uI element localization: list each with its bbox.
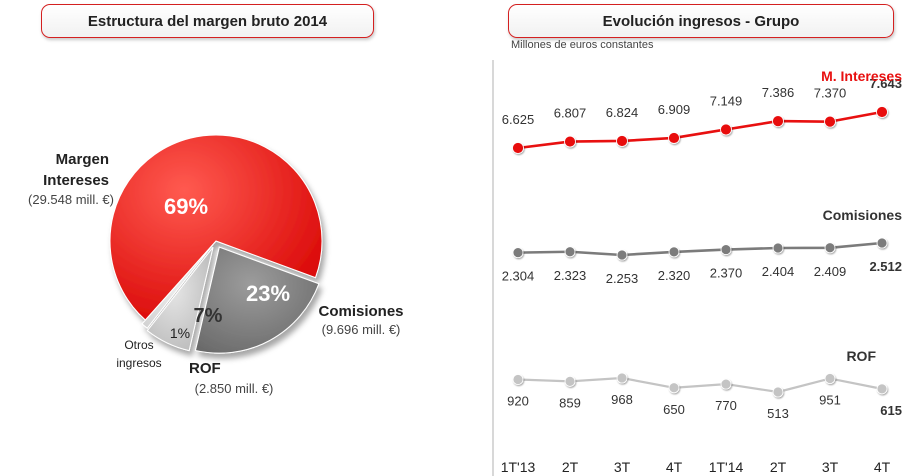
series-line — [517, 241, 883, 257]
pie-percent-label: 23% — [246, 281, 290, 306]
x-tick-label: 3T — [822, 459, 839, 475]
line-panel-title: Evolución ingresos - Grupo — [508, 4, 894, 38]
data-point — [824, 115, 836, 128]
data-point — [616, 372, 628, 384]
data-point — [824, 242, 836, 254]
pie-panel-title: Estructura del margen bruto 2014 — [41, 4, 374, 38]
data-label: 968 — [611, 392, 633, 407]
pie-chart — [109, 134, 323, 354]
data-label: 2.409 — [814, 264, 847, 279]
pie-percent-label: 1% — [170, 325, 190, 341]
data-point — [720, 123, 732, 136]
series-name-label: Comisiones — [823, 207, 902, 223]
data-label: 7.370 — [814, 86, 847, 101]
data-label: 2.323 — [554, 268, 587, 283]
pie-slice-comisiones — [194, 246, 320, 354]
data-point — [668, 246, 680, 258]
data-label: 6.824 — [606, 105, 639, 120]
data-point — [772, 242, 784, 254]
data-label: 7.386 — [762, 85, 795, 100]
data-label: 513 — [767, 406, 789, 421]
data-label: 951 — [819, 393, 841, 408]
pie-category-label: Margen — [56, 151, 109, 168]
x-tick-label: 3T — [614, 459, 631, 475]
pie-amount-label: (2.850 mill. €) — [195, 381, 274, 396]
x-tick-label: 2T — [562, 459, 579, 475]
line-chart: 6.625 6.807 6.824 6.909 7.149 7.386 7.370 7.643… — [501, 68, 902, 475]
pie-amount-label: (29.548 mill. €) — [28, 192, 114, 207]
x-tick-label: 1T'13 — [501, 459, 536, 475]
data-label: 859 — [559, 395, 581, 410]
data-point — [720, 244, 732, 255]
series-line — [517, 110, 883, 150]
data-point — [512, 247, 524, 259]
data-label: 2.512 — [869, 259, 902, 274]
data-label: 615 — [880, 403, 902, 418]
pie-percent-label: 69% — [164, 194, 208, 219]
x-tick-label: 1T'14 — [709, 459, 744, 475]
data-point — [668, 132, 680, 144]
line-series-m-intereses: 6.625 6.807 6.824 6.909 7.149 7.386 7.370 7.643… — [502, 68, 902, 154]
pie-category-label: ROF — [189, 360, 221, 377]
series-line — [517, 376, 883, 394]
data-point — [564, 246, 576, 258]
data-point — [772, 386, 784, 398]
line-panel-subtitle: Millones de euros constantes — [511, 39, 654, 51]
pie-amount-label: (9.696 mill. €) — [322, 322, 401, 337]
pie-labels: 69% 23% 7%1% Margen Intereses (29.548 mill. €… — [28, 151, 404, 396]
pie-percent-label: 7% — [194, 305, 223, 327]
data-point — [564, 375, 576, 387]
pie-category-label: ingresos — [116, 356, 161, 370]
data-label: 2.370 — [710, 266, 743, 281]
data-label: 770 — [715, 398, 737, 413]
data-label: 2.253 — [606, 271, 639, 286]
data-label: 6.909 — [658, 102, 691, 117]
data-point — [668, 382, 680, 394]
data-point — [512, 142, 524, 154]
data-point — [876, 106, 888, 118]
data-label: 920 — [507, 393, 529, 408]
x-tick-label: 4T — [874, 459, 891, 475]
data-label: 7.149 — [710, 93, 743, 108]
data-point — [876, 237, 888, 249]
series-name-label: M. Intereses — [821, 68, 902, 84]
pie-slice-rof — [146, 247, 214, 352]
data-point — [616, 249, 628, 261]
data-label: 2.404 — [762, 264, 795, 279]
pie-category-label: Otros — [124, 338, 153, 352]
data-label: 2.304 — [502, 269, 535, 284]
data-label: 2.320 — [658, 268, 691, 283]
data-point — [720, 378, 732, 390]
data-point — [772, 115, 784, 127]
data-point — [616, 135, 628, 147]
data-label: 7.643 — [869, 76, 902, 91]
line-series-comisiones: 2.304 2.323 2.253 2.320 2.370 2.404 2.409 2.512… — [502, 207, 902, 286]
pie-category-label: Comisiones — [318, 303, 403, 320]
x-tick-label: 2T — [770, 459, 787, 475]
data-point — [512, 374, 524, 385]
data-label: 6.807 — [554, 106, 587, 121]
pie-category-label: Intereses — [43, 172, 109, 189]
data-label: 6.625 — [502, 112, 535, 127]
series-name-label: ROF — [846, 348, 876, 364]
data-point — [824, 373, 836, 384]
x-tick-label: 4T — [666, 459, 683, 475]
data-point — [876, 383, 888, 395]
data-point — [564, 135, 576, 148]
line-series-rof: 920 859 968 650 770 513 951 615 ROF — [507, 348, 902, 421]
data-label: 650 — [663, 402, 685, 417]
pie-slice-margen-intereses — [109, 134, 323, 321]
pie-slice-otros-ingresos — [141, 244, 214, 329]
